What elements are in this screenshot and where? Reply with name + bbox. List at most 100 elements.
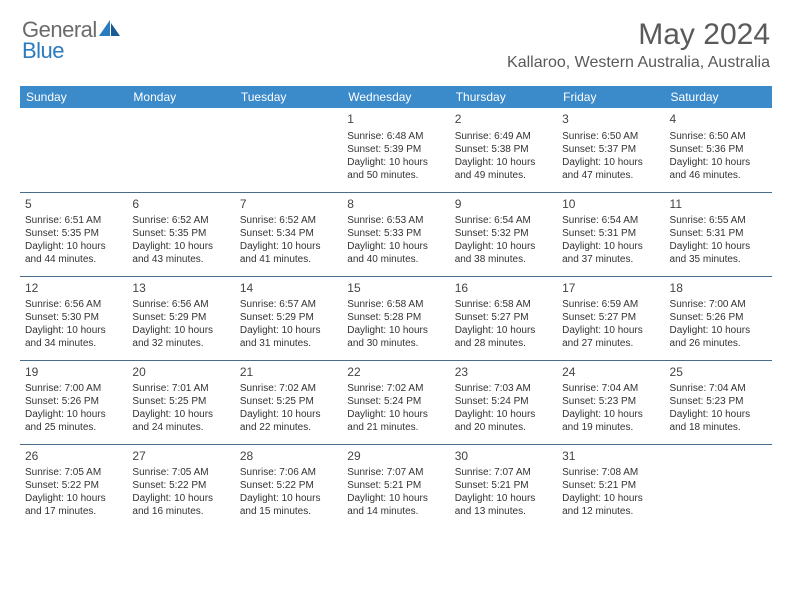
day-info: Sunrise: 7:07 AMSunset: 5:21 PMDaylight:… <box>455 466 552 518</box>
weekday-friday: Friday <box>557 86 664 108</box>
day-cell: 21Sunrise: 7:02 AMSunset: 5:25 PMDayligh… <box>235 360 342 444</box>
day-info: Sunrise: 6:51 AMSunset: 5:35 PMDaylight:… <box>25 214 122 266</box>
day-info: Sunrise: 6:54 AMSunset: 5:31 PMDaylight:… <box>562 214 659 266</box>
day-number: 22 <box>347 365 444 381</box>
week-row: 5Sunrise: 6:51 AMSunset: 5:35 PMDaylight… <box>20 192 772 276</box>
day-info: Sunrise: 6:58 AMSunset: 5:28 PMDaylight:… <box>347 298 444 350</box>
day-number: 14 <box>240 281 337 297</box>
day-info: Sunrise: 6:49 AMSunset: 5:38 PMDaylight:… <box>455 130 552 182</box>
day-number: 10 <box>562 197 659 213</box>
day-info: Sunrise: 7:03 AMSunset: 5:24 PMDaylight:… <box>455 382 552 434</box>
location-subtitle: Kallaroo, Western Australia, Australia <box>507 54 770 72</box>
brand-text-general: General <box>22 20 97 40</box>
day-number: 8 <box>347 197 444 213</box>
day-number: 5 <box>25 197 122 213</box>
day-cell: 18Sunrise: 7:00 AMSunset: 5:26 PMDayligh… <box>665 276 772 360</box>
day-info: Sunrise: 7:06 AMSunset: 5:22 PMDaylight:… <box>240 466 337 518</box>
day-info: Sunrise: 6:54 AMSunset: 5:32 PMDaylight:… <box>455 214 552 266</box>
day-number: 6 <box>132 197 229 213</box>
day-info: Sunrise: 6:48 AMSunset: 5:39 PMDaylight:… <box>347 130 444 182</box>
day-number: 19 <box>25 365 122 381</box>
title-block: May 2024 Kallaroo, Western Australia, Au… <box>507 18 770 72</box>
week-row: 26Sunrise: 7:05 AMSunset: 5:22 PMDayligh… <box>20 444 772 528</box>
day-info: Sunrise: 6:52 AMSunset: 5:35 PMDaylight:… <box>132 214 229 266</box>
day-cell: 11Sunrise: 6:55 AMSunset: 5:31 PMDayligh… <box>665 192 772 276</box>
day-number: 17 <box>562 281 659 297</box>
page-header: General Blue May 2024 Kallaroo, Western … <box>0 0 792 78</box>
day-number: 11 <box>670 197 767 213</box>
brand-sail-icon <box>99 20 121 41</box>
day-number: 4 <box>670 112 767 128</box>
day-number: 23 <box>455 365 552 381</box>
day-cell: 9Sunrise: 6:54 AMSunset: 5:32 PMDaylight… <box>450 192 557 276</box>
weekday-thursday: Thursday <box>450 86 557 108</box>
day-cell: 28Sunrise: 7:06 AMSunset: 5:22 PMDayligh… <box>235 444 342 528</box>
day-cell: 29Sunrise: 7:07 AMSunset: 5:21 PMDayligh… <box>342 444 449 528</box>
weekday-header-row: SundayMondayTuesdayWednesdayThursdayFrid… <box>20 86 772 108</box>
day-cell: 16Sunrise: 6:58 AMSunset: 5:27 PMDayligh… <box>450 276 557 360</box>
day-number: 12 <box>25 281 122 297</box>
day-info: Sunrise: 7:00 AMSunset: 5:26 PMDaylight:… <box>25 382 122 434</box>
brand-text-blue: Blue <box>22 41 121 61</box>
day-info: Sunrise: 7:04 AMSunset: 5:23 PMDaylight:… <box>670 382 767 434</box>
day-number: 18 <box>670 281 767 297</box>
day-number: 27 <box>132 449 229 465</box>
empty-cell <box>235 108 342 192</box>
day-info: Sunrise: 7:02 AMSunset: 5:24 PMDaylight:… <box>347 382 444 434</box>
day-cell: 23Sunrise: 7:03 AMSunset: 5:24 PMDayligh… <box>450 360 557 444</box>
day-info: Sunrise: 6:53 AMSunset: 5:33 PMDaylight:… <box>347 214 444 266</box>
day-number: 30 <box>455 449 552 465</box>
day-number: 28 <box>240 449 337 465</box>
day-number: 21 <box>240 365 337 381</box>
brand-logo: General Blue <box>22 18 121 61</box>
day-cell: 22Sunrise: 7:02 AMSunset: 5:24 PMDayligh… <box>342 360 449 444</box>
day-number: 1 <box>347 112 444 128</box>
weekday-tuesday: Tuesday <box>235 86 342 108</box>
day-number: 13 <box>132 281 229 297</box>
day-info: Sunrise: 7:05 AMSunset: 5:22 PMDaylight:… <box>25 466 122 518</box>
day-info: Sunrise: 7:07 AMSunset: 5:21 PMDaylight:… <box>347 466 444 518</box>
day-number: 25 <box>670 365 767 381</box>
day-cell: 2Sunrise: 6:49 AMSunset: 5:38 PMDaylight… <box>450 108 557 192</box>
day-cell: 3 Sunrise: 6:50 AMSunset: 5:37 PMDaylight… <box>557 108 664 192</box>
day-cell: 17Sunrise: 6:59 AMSunset: 5:27 PMDayligh… <box>557 276 664 360</box>
day-info: Sunrise: 6:52 AMSunset: 5:34 PMDaylight:… <box>240 214 337 266</box>
day-number: 24 <box>562 365 659 381</box>
week-row: 12Sunrise: 6:56 AMSunset: 5:30 PMDayligh… <box>20 276 772 360</box>
day-number: 3 <box>562 112 659 128</box>
day-number: 9 <box>455 197 552 213</box>
empty-cell <box>20 108 127 192</box>
day-info: Sunrise: 6:56 AMSunset: 5:29 PMDaylight:… <box>132 298 229 350</box>
week-row: 1 Sunrise: 6:48 AMSunset: 5:39 PMDaylight… <box>20 108 772 192</box>
day-cell: 25Sunrise: 7:04 AMSunset: 5:23 PMDayligh… <box>665 360 772 444</box>
week-row: 19Sunrise: 7:00 AMSunset: 5:26 PMDayligh… <box>20 360 772 444</box>
day-info: Sunrise: 6:50 AMSunset: 5:37 PMDaylight:… <box>562 130 659 182</box>
day-cell: 10Sunrise: 6:54 AMSunset: 5:31 PMDayligh… <box>557 192 664 276</box>
day-info: Sunrise: 6:50 AMSunset: 5:36 PMDaylight:… <box>670 130 767 182</box>
day-info: Sunrise: 6:55 AMSunset: 5:31 PMDaylight:… <box>670 214 767 266</box>
calendar-table: SundayMondayTuesdayWednesdayThursdayFrid… <box>20 86 772 528</box>
day-info: Sunrise: 7:00 AMSunset: 5:26 PMDaylight:… <box>670 298 767 350</box>
day-info: Sunrise: 6:56 AMSunset: 5:30 PMDaylight:… <box>25 298 122 350</box>
empty-cell <box>127 108 234 192</box>
day-number: 16 <box>455 281 552 297</box>
day-cell: 31Sunrise: 7:08 AMSunset: 5:21 PMDayligh… <box>557 444 664 528</box>
day-info: Sunrise: 7:05 AMSunset: 5:22 PMDaylight:… <box>132 466 229 518</box>
day-cell: 27Sunrise: 7:05 AMSunset: 5:22 PMDayligh… <box>127 444 234 528</box>
empty-cell <box>665 444 772 528</box>
weekday-wednesday: Wednesday <box>342 86 449 108</box>
day-cell: 24Sunrise: 7:04 AMSunset: 5:23 PMDayligh… <box>557 360 664 444</box>
day-cell: 26Sunrise: 7:05 AMSunset: 5:22 PMDayligh… <box>20 444 127 528</box>
day-cell: 6Sunrise: 6:52 AMSunset: 5:35 PMDaylight… <box>127 192 234 276</box>
day-cell: 4 Sunrise: 6:50 AMSunset: 5:36 PMDaylight… <box>665 108 772 192</box>
day-cell: 19Sunrise: 7:00 AMSunset: 5:26 PMDayligh… <box>20 360 127 444</box>
day-number: 15 <box>347 281 444 297</box>
day-number: 20 <box>132 365 229 381</box>
day-cell: 20Sunrise: 7:01 AMSunset: 5:25 PMDayligh… <box>127 360 234 444</box>
weekday-monday: Monday <box>127 86 234 108</box>
weekday-sunday: Sunday <box>20 86 127 108</box>
day-info: Sunrise: 7:01 AMSunset: 5:25 PMDaylight:… <box>132 382 229 434</box>
day-info: Sunrise: 6:57 AMSunset: 5:29 PMDaylight:… <box>240 298 337 350</box>
day-cell: 8Sunrise: 6:53 AMSunset: 5:33 PMDaylight… <box>342 192 449 276</box>
day-cell: 14Sunrise: 6:57 AMSunset: 5:29 PMDayligh… <box>235 276 342 360</box>
